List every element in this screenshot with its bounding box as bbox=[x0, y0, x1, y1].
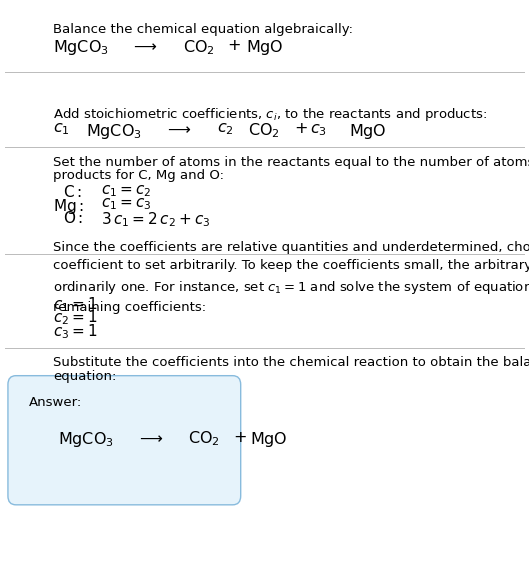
Text: $\mathrm{CO_2}$: $\mathrm{CO_2}$ bbox=[183, 38, 214, 57]
Text: $c_1 = c_3$: $c_1 = c_3$ bbox=[101, 197, 151, 212]
Text: $\mathrm{CO_2}$: $\mathrm{CO_2}$ bbox=[248, 122, 279, 140]
Text: Balance the chemical equation algebraically:: Balance the chemical equation algebraica… bbox=[53, 23, 353, 36]
Text: $c_1$: $c_1$ bbox=[53, 122, 70, 137]
Text: $\longrightarrow$: $\longrightarrow$ bbox=[136, 430, 163, 445]
Text: Since the coefficients are relative quantities and underdetermined, choose a
coe: Since the coefficients are relative quan… bbox=[53, 241, 529, 314]
Text: $\mathrm{Mg{:}}$: $\mathrm{Mg{:}}$ bbox=[53, 197, 84, 215]
Text: $\mathrm{C{:}}$: $\mathrm{C{:}}$ bbox=[63, 184, 83, 200]
Text: $\mathrm{MgO}$: $\mathrm{MgO}$ bbox=[246, 38, 284, 57]
Text: $\mathrm{MgO}$: $\mathrm{MgO}$ bbox=[349, 122, 387, 140]
Text: Set the number of atoms in the reactants equal to the number of atoms in the: Set the number of atoms in the reactants… bbox=[53, 156, 529, 168]
Text: $c_1 = 1$: $c_1 = 1$ bbox=[53, 295, 97, 314]
Text: equation:: equation: bbox=[53, 370, 116, 383]
Text: $+$: $+$ bbox=[233, 430, 247, 445]
Text: $+\,c_3$: $+\,c_3$ bbox=[294, 122, 326, 138]
Text: $+$: $+$ bbox=[227, 38, 241, 53]
Text: $\longrightarrow$: $\longrightarrow$ bbox=[164, 122, 191, 137]
Text: $\mathrm{CO_2}$: $\mathrm{CO_2}$ bbox=[188, 430, 220, 448]
Text: Substitute the coefficients into the chemical reaction to obtain the balanced: Substitute the coefficients into the che… bbox=[53, 356, 529, 369]
Text: $\mathrm{MgCO_3}$: $\mathrm{MgCO_3}$ bbox=[53, 38, 109, 57]
Text: $c_2 = 1$: $c_2 = 1$ bbox=[53, 309, 97, 328]
Text: $\mathrm{O{:}}$: $\mathrm{O{:}}$ bbox=[63, 210, 84, 226]
Text: Answer:: Answer: bbox=[29, 396, 83, 409]
Text: products for C, Mg and O:: products for C, Mg and O: bbox=[53, 169, 224, 182]
Text: $c_3 = 1$: $c_3 = 1$ bbox=[53, 322, 97, 341]
Text: $3\,c_1 = 2\,c_2 + c_3$: $3\,c_1 = 2\,c_2 + c_3$ bbox=[101, 210, 210, 229]
Text: $\mathrm{MgCO_3}$: $\mathrm{MgCO_3}$ bbox=[58, 430, 114, 448]
Text: Add stoichiometric coefficients, $c_i$, to the reactants and products:: Add stoichiometric coefficients, $c_i$, … bbox=[53, 106, 487, 123]
Text: $\longrightarrow$: $\longrightarrow$ bbox=[130, 38, 157, 53]
Text: $c_1 = c_2$: $c_1 = c_2$ bbox=[101, 184, 151, 200]
FancyBboxPatch shape bbox=[8, 376, 241, 505]
Text: $c_2$: $c_2$ bbox=[217, 122, 234, 137]
Text: $\mathrm{MgCO_3}$: $\mathrm{MgCO_3}$ bbox=[86, 122, 142, 140]
Text: $\mathrm{MgO}$: $\mathrm{MgO}$ bbox=[250, 430, 287, 448]
